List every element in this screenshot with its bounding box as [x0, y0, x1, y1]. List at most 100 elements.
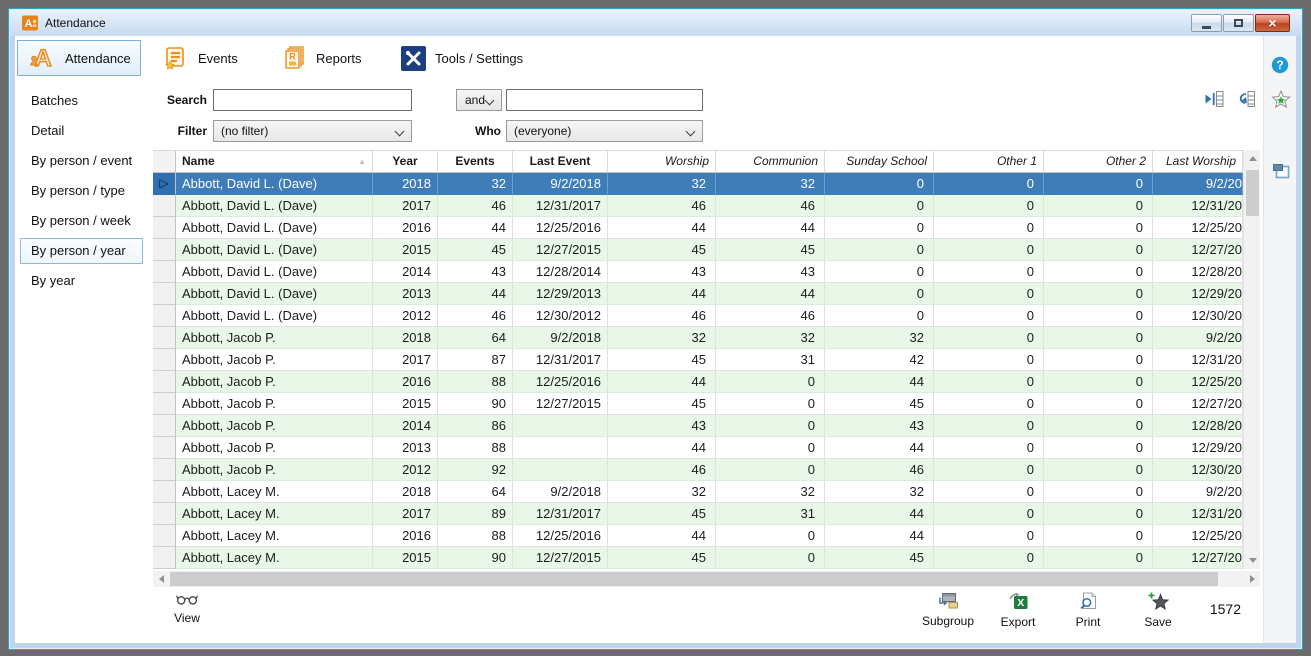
row-selector-cell[interactable]	[153, 349, 176, 371]
titlebar[interactable]: A Attendance ×	[10, 10, 1301, 36]
sidebar-item-by-year[interactable]: By year	[15, 266, 151, 296]
horizontal-scrollbar-thumb[interactable]	[170, 572, 1218, 586]
vertical-scrollbar[interactable]	[1243, 150, 1260, 569]
subgroup-button[interactable]: Subgroup	[916, 592, 980, 628]
column-header-communion[interactable]: Communion	[716, 151, 825, 172]
row-selector-cell[interactable]	[153, 283, 176, 305]
table-row[interactable]: Abbott, Jacob P.20178712/31/201745314200…	[153, 349, 1243, 371]
search-input-2[interactable]	[506, 89, 703, 111]
search-operator-select[interactable]: and	[456, 89, 502, 111]
filter-select[interactable]: (no filter)	[213, 120, 412, 142]
column-header-events[interactable]: Events	[438, 151, 513, 172]
column-header-last-event[interactable]: Last Event	[513, 151, 608, 172]
favorites-star-icon[interactable]	[1271, 90, 1291, 114]
table-row[interactable]: Abbott, David L. (Dave)20154512/27/20154…	[153, 239, 1243, 261]
tab-tools-settings[interactable]: Tools / Settings	[391, 40, 533, 76]
cell-other-2: 0	[1044, 437, 1153, 459]
table-row[interactable]: Abbott, Lacey M.20168812/25/201644044001…	[153, 525, 1243, 547]
cell-sunday-school: 0	[825, 173, 934, 195]
close-button[interactable]: ×	[1255, 14, 1290, 32]
row-selector-cell[interactable]	[153, 239, 176, 261]
table-row[interactable]: Abbott, Lacey M.20178912/31/201745314400…	[153, 503, 1243, 525]
cell-events: 88	[438, 437, 513, 459]
row-selector-cell[interactable]	[153, 437, 176, 459]
help-icon[interactable]: ?	[1271, 56, 1289, 79]
table-row[interactable]: Abbott, David L. (Dave)20144312/28/20144…	[153, 261, 1243, 283]
table-row[interactable]: Abbott, Jacob P.201292460460012/30/20	[153, 459, 1243, 481]
row-selector-cell[interactable]	[153, 305, 176, 327]
column-header-year[interactable]: Year	[373, 151, 438, 172]
row-selector-cell[interactable]	[153, 261, 176, 283]
table-row[interactable]: Abbott, David L. (Dave)20134412/29/20134…	[153, 283, 1243, 305]
minimize-button[interactable]	[1191, 14, 1222, 32]
table-row[interactable]: Abbott, Lacey M.2018649/2/2018323232009/…	[153, 481, 1243, 503]
sidebar-item-batches[interactable]: Batches	[15, 86, 151, 116]
row-selector-cell[interactable]	[153, 503, 176, 525]
cell-name: Abbott, Lacey M.	[176, 525, 373, 547]
sidebar-item-by-person-week[interactable]: By person / week	[15, 206, 151, 236]
tab-attendance[interactable]: A Attendance	[17, 40, 141, 76]
row-selector-cell[interactable]	[153, 371, 176, 393]
table-row[interactable]: Abbott, Jacob P.20159012/27/201545045001…	[153, 393, 1243, 415]
row-selector-cell[interactable]: ▷	[153, 173, 176, 195]
cell-sunday-school: 0	[825, 217, 934, 239]
maximize-button[interactable]	[1223, 14, 1254, 32]
table-row[interactable]: Abbott, Jacob P.2018649/2/2018323232009/…	[153, 327, 1243, 349]
column-header-other-1[interactable]: Other 1	[934, 151, 1044, 172]
row-selector-cell[interactable]	[153, 393, 176, 415]
table-row[interactable]: Abbott, Jacob P.201486430430012/28/20	[153, 415, 1243, 437]
tab-events[interactable]: Events	[153, 40, 248, 76]
row-selector-cell[interactable]	[153, 525, 176, 547]
column-header-last-worship[interactable]: Last Worship	[1153, 151, 1243, 172]
row-selector-cell[interactable]	[153, 217, 176, 239]
table-row[interactable]: ▷Abbott, David L. (Dave)2018329/2/201832…	[153, 173, 1243, 195]
sidebar-item-by-person-type[interactable]: By person / type	[15, 176, 151, 206]
column-header-name[interactable]: Name▲	[176, 151, 373, 172]
cell-communion: 44	[716, 283, 825, 305]
scroll-right-button[interactable]	[1244, 571, 1260, 587]
cell-other-2: 0	[1044, 283, 1153, 305]
cell-year: 2012	[373, 305, 438, 327]
row-selector-cell[interactable]	[153, 481, 176, 503]
table-row[interactable]: Abbott, Lacey M.20159012/27/201545045001…	[153, 547, 1243, 569]
cell-other-1: 0	[934, 349, 1044, 371]
scroll-down-button[interactable]	[1244, 552, 1261, 569]
search-input[interactable]	[213, 89, 412, 111]
row-selector-cell[interactable]	[153, 327, 176, 349]
column-header-sunday-school[interactable]: Sunday School	[825, 151, 934, 172]
scroll-left-button[interactable]	[153, 571, 169, 587]
row-selector-cell[interactable]	[153, 415, 176, 437]
cell-sunday-school: 42	[825, 349, 934, 371]
table-row[interactable]: Abbott, Jacob P.201388440440012/29/20	[153, 437, 1243, 459]
cell-worship: 44	[608, 371, 716, 393]
view-button[interactable]: View	[161, 592, 213, 625]
row-selector-cell[interactable]	[153, 547, 176, 569]
cell-communion: 31	[716, 503, 825, 525]
table-row[interactable]: Abbott, David L. (Dave)20174612/31/20174…	[153, 195, 1243, 217]
table-row[interactable]: Abbott, David L. (Dave)20124612/30/20124…	[153, 305, 1243, 327]
save-button[interactable]: Save	[1134, 592, 1182, 629]
horizontal-scrollbar[interactable]	[153, 571, 1260, 587]
sidebar-item-by-person-event[interactable]: By person / event	[15, 146, 151, 176]
print-button[interactable]: Print	[1062, 592, 1114, 629]
row-selector-cell[interactable]	[153, 459, 176, 481]
table-row[interactable]: Abbott, David L. (Dave)20164412/25/20164…	[153, 217, 1243, 239]
new-window-icon[interactable]	[1271, 162, 1291, 185]
table-row[interactable]: Abbott, Jacob P.20168812/25/201644044001…	[153, 371, 1243, 393]
scroll-up-button[interactable]	[1244, 150, 1261, 167]
vertical-scrollbar-thumb[interactable]	[1246, 170, 1259, 216]
who-select[interactable]: (everyone)	[506, 120, 703, 142]
export-button[interactable]: X Export	[990, 592, 1046, 629]
row-selector-cell[interactable]	[153, 195, 176, 217]
go-to-record-icon[interactable]	[1203, 89, 1225, 109]
sidebar-item-detail[interactable]: Detail	[15, 116, 151, 146]
cell-communion: 0	[716, 525, 825, 547]
who-value: (everyone)	[514, 124, 571, 138]
cell-other-1: 0	[934, 173, 1044, 195]
tab-reports[interactable]: R Reports	[271, 40, 372, 76]
column-header-worship[interactable]: Worship	[608, 151, 716, 172]
return-record-icon[interactable]	[1235, 89, 1257, 109]
cell-worship: 43	[608, 415, 716, 437]
sidebar-item-by-person-year[interactable]: By person / year	[20, 238, 143, 264]
column-header-other-2[interactable]: Other 2	[1044, 151, 1153, 172]
